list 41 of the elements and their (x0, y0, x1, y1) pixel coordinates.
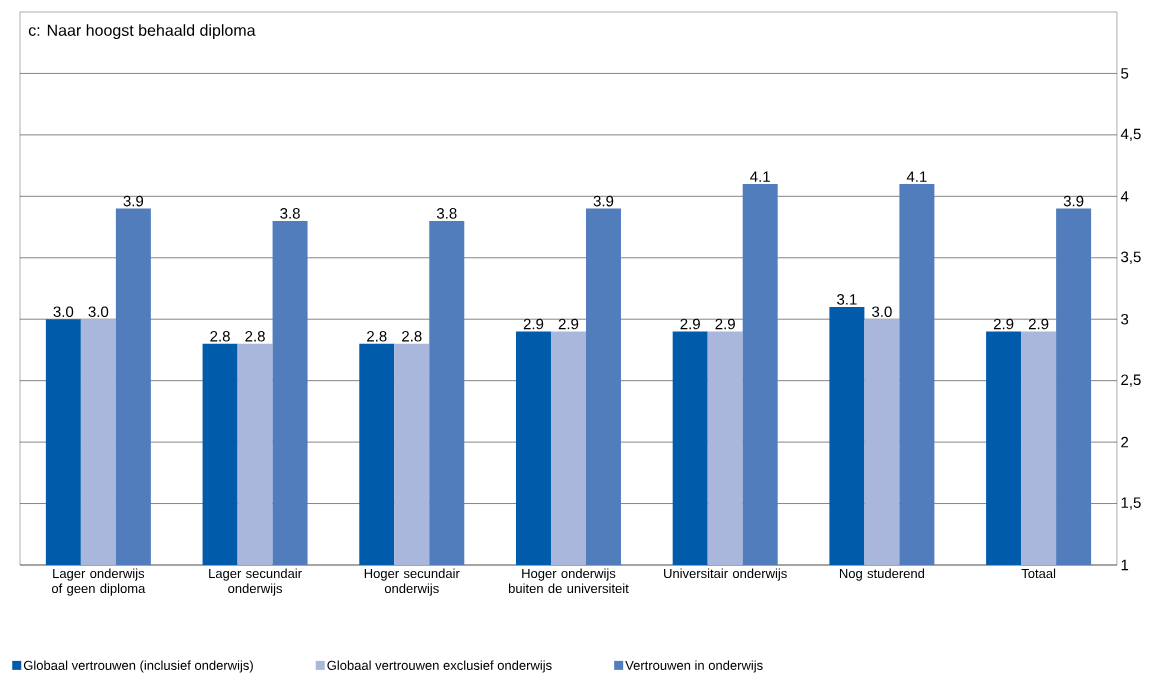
y-tick-label: 3,5 (1121, 251, 1141, 264)
data-label: 2.8 (402, 330, 422, 342)
x-tick-label: Hoger onderwijs buiten de universiteit (508, 568, 629, 594)
y-tick-label: 1,5 (1121, 497, 1141, 510)
data-label: 3.0 (88, 306, 109, 318)
data-label: 2.9 (1028, 318, 1049, 330)
data-label: 3.8 (436, 208, 457, 219)
data-label: 2.9 (680, 318, 700, 330)
data-label: 2.9 (993, 318, 1014, 330)
y-tick-label: 1 (1121, 559, 1129, 571)
data-label: 3.9 (123, 195, 144, 207)
x-tick-label: Universitair onderwijs (664, 568, 787, 581)
x-tick-label: Hoger secundair onderwijs (364, 568, 460, 596)
data-label: 2.8 (210, 330, 230, 342)
data-label: 3.9 (593, 195, 614, 207)
y-tick-label: 4,5 (1120, 128, 1141, 141)
data-label: 3.0 (872, 306, 892, 318)
data-label: 2.9 (715, 318, 735, 330)
data-label: 4.1 (750, 171, 770, 182)
legend-label: Vertrouwen in onderwijs (625, 660, 763, 673)
legend-label: Globaal vertrouwen (inclusief onderwijs) (23, 660, 253, 673)
x-tick-label: Nog studerend (839, 568, 925, 581)
data-label: 2.9 (558, 318, 579, 330)
legend-label: Globaal vertrouwen exclusief onderwijs (327, 660, 552, 673)
x-tick-label: Totaal (1021, 568, 1056, 579)
data-label: 4.1 (906, 171, 927, 182)
data-label: 3.9 (1063, 195, 1084, 207)
data-label: 2.8 (245, 330, 265, 342)
data-label: 2.8 (367, 330, 387, 342)
x-tick-label: Lager secundair onderwijs (209, 568, 302, 596)
data-label: 3.0 (53, 306, 74, 318)
data-label: 3.1 (837, 294, 857, 305)
x-tick-label: Lager onderwijs of geen diploma (51, 568, 146, 596)
y-tick-label: 2 (1121, 436, 1129, 448)
y-tick-label: 3 (1121, 313, 1129, 325)
y-tick-label: 5 (1121, 68, 1129, 79)
data-label: 3.8 (280, 208, 300, 219)
data-label: 2.9 (523, 318, 544, 330)
text: c: Naar hoogst behaald diploma (28, 24, 256, 40)
y-tick-label: 4 (1120, 191, 1129, 202)
y-tick-label: 2,5 (1121, 374, 1141, 387)
